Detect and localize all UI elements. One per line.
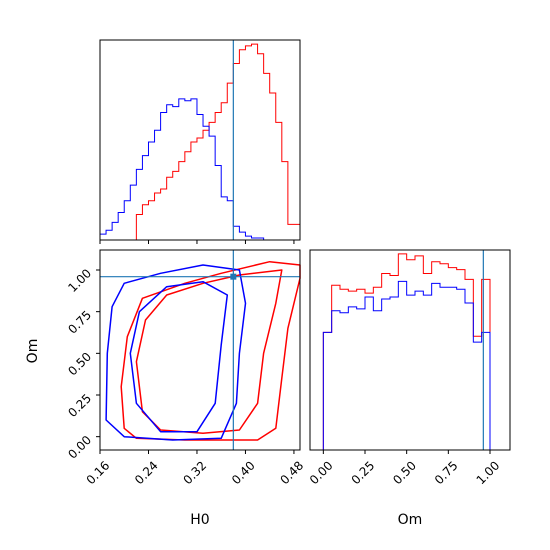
h0-histogram-series-blue [99,98,300,241]
om-histogram-frame [309,249,511,451]
h0-marginal-histogram-panel [99,39,301,244]
contour-blue-outer [105,264,247,441]
om-histogram-series-red [315,253,499,451]
h0-histogram-frame [99,39,301,241]
contour-blue-inner [129,280,229,433]
y-axis-label-om: Om [25,339,41,364]
contour-red-inner [135,269,283,435]
contour-truth-lines [100,250,300,450]
x-axis-label-om: Om [398,512,423,528]
x-axis-label-h0: H0 [190,512,209,528]
truth-marker [230,273,237,280]
contour-frame [99,249,301,451]
h0-histogram-xticks [99,240,295,244]
om-histogram-series-blue [315,280,499,451]
om-histogram-series [315,253,499,451]
h0-histogram-series [99,43,301,241]
om-vs-h0-contour-panel: 0.16 0.24 0.32 0.40 0.48 0.000.250.500.751.0… [25,249,306,528]
